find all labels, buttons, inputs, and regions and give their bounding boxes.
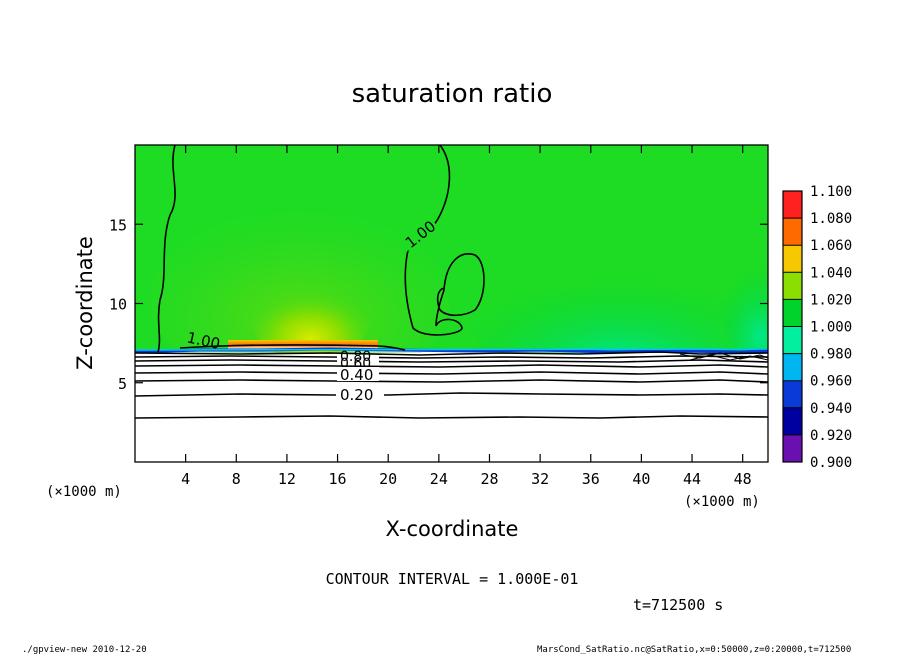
contour-label-6: 0.20 <box>340 386 373 404</box>
contour-1.00-low <box>179 344 406 351</box>
colorbar-label: 0.940 <box>810 401 852 417</box>
colorbar-swatch <box>783 353 802 381</box>
contour-labels: 1.00 1.00 0.80 0.60 0.40 0.20 <box>185 212 439 404</box>
x-tick-label: 48 <box>734 470 752 488</box>
colorbar-frame <box>782 190 803 463</box>
x-tick-label: 44 <box>683 470 701 488</box>
colorbar: 0.900 0.920 0.940 0.960 0.980 1.000 1.020 1.040… <box>782 184 852 471</box>
colorbar-swatch <box>783 434 802 462</box>
footer-right: MarsCond_SatRatio.nc@SatRatio,x=0:50000,… <box>537 645 851 654</box>
colorbar-label: 0.960 <box>810 374 852 390</box>
x-unit-right: (×1000 m) <box>684 494 760 510</box>
x-tick-label: 20 <box>379 470 397 488</box>
colorbar-swatch <box>783 380 802 408</box>
colorbar-swatch <box>783 272 802 300</box>
colorbar-swatch <box>783 326 802 354</box>
x-unit-left: (×1000 m) <box>46 484 122 500</box>
contour-1.00-left <box>157 145 176 353</box>
colorbar-label: 1.080 <box>810 211 852 227</box>
x-tick-label: 12 <box>278 470 296 488</box>
contour-label-3: 0.80 <box>340 349 371 365</box>
colorbar-swatch <box>783 218 802 246</box>
colorbar-label: 0.980 <box>810 347 852 363</box>
colorbar-label: 1.020 <box>810 292 852 308</box>
colorbar-label: 1.040 <box>810 265 852 281</box>
colorbar-label: 0.900 <box>810 455 852 471</box>
contour-label-5: 0.40 <box>340 366 373 384</box>
y-axis-ticks: 5 10 15 <box>109 216 768 393</box>
colorbar-swatch <box>783 299 802 327</box>
colorbar-label: 1.100 <box>810 184 852 200</box>
x-tick-label: 36 <box>582 470 600 488</box>
heatmap-field <box>135 145 768 462</box>
colorbar-swatch <box>783 245 802 273</box>
colorbar-label: 0.920 <box>810 428 852 444</box>
time-label: t=712500 s <box>633 596 723 614</box>
contour-interval-text: CONTOUR INTERVAL = 1.000E-01 <box>326 570 579 588</box>
footer-left: ./gpview-new 2010-12-20 <box>22 645 147 654</box>
x-tick-label: 28 <box>480 470 498 488</box>
colorbar-swatch <box>783 191 802 219</box>
colorbar-swatch <box>783 407 802 435</box>
x-tick-label: 8 <box>232 470 241 488</box>
x-tick-label: 4 <box>181 470 190 488</box>
x-axis-label: X-coordinate <box>386 517 519 541</box>
x-tick-label: 16 <box>329 470 347 488</box>
x-tick-label: 24 <box>430 470 448 488</box>
y-tick-label: 15 <box>109 216 127 234</box>
y-axis-label: Z-coordinate <box>73 236 97 370</box>
y-tick-label: 10 <box>109 296 127 314</box>
y-tick-label: 5 <box>118 375 127 393</box>
chart-title: saturation ratio <box>352 79 553 109</box>
x-axis-ticks: 4 8 12 16 20 24 28 32 36 40 44 48 <box>181 145 752 488</box>
x-tick-label: 40 <box>632 470 650 488</box>
colorbar-label: 1.060 <box>810 238 852 254</box>
x-tick-label: 32 <box>531 470 549 488</box>
colorbar-label: 1.000 <box>810 320 852 336</box>
